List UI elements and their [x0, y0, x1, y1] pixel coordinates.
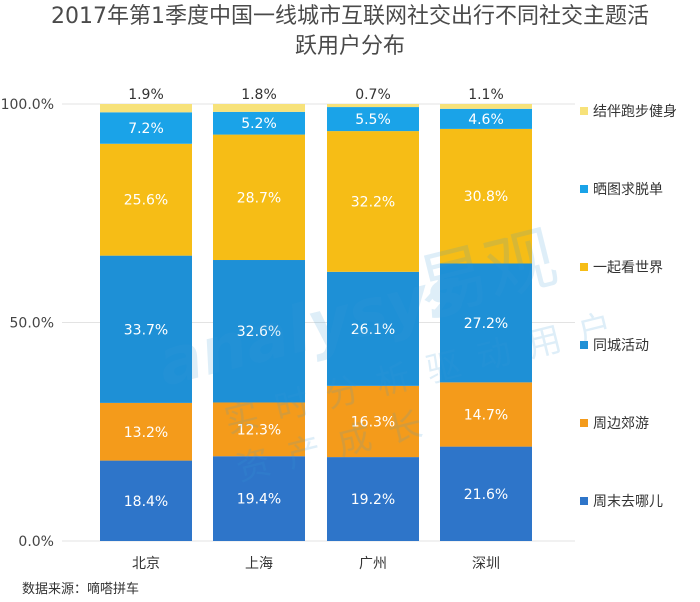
legend-label: 周边郊游	[593, 415, 649, 432]
chart-title: 2017年第1季度中国一线城市互联网社交出行不同社交主题活 跃用户分布	[0, 2, 700, 62]
bar-segment	[213, 456, 305, 541]
data-source-note: 数据来源：嘀嗒拼车	[22, 582, 140, 597]
y-tick-label: 0.0%	[18, 534, 54, 550]
legend-swatch	[580, 107, 588, 115]
bar-segment	[440, 108, 532, 129]
legend-label: 同城活动	[593, 338, 649, 354]
bar-segment	[327, 107, 419, 132]
legend-swatch	[580, 419, 588, 427]
bar-segment	[440, 128, 532, 264]
legend-swatch	[580, 263, 588, 271]
data-label: 4.6%	[468, 112, 504, 128]
data-label: 5.2%	[241, 116, 277, 132]
bar-segment	[440, 446, 532, 541]
bar-segment	[100, 402, 192, 461]
bar-segment	[100, 143, 192, 256]
bar-segment	[213, 104, 305, 112]
bar-segment	[327, 271, 419, 386]
data-label: 7.2%	[128, 121, 164, 137]
bar-segment	[440, 382, 532, 447]
bar-segment	[100, 104, 192, 113]
bar-segment	[327, 457, 419, 541]
legend-swatch	[580, 185, 588, 193]
x-tick-label: 广州	[359, 556, 387, 572]
data-label: 28.7%	[237, 190, 281, 206]
data-label: 19.4%	[237, 492, 281, 508]
data-label: 30.8%	[464, 189, 508, 205]
data-label: 32.6%	[237, 324, 281, 340]
x-tick-label: 北京	[132, 556, 160, 572]
chart-title-line-2: 跃用户分布	[294, 34, 405, 59]
bar-segment	[327, 104, 419, 108]
data-label: 18.4%	[124, 494, 168, 510]
data-label: 32.2%	[351, 194, 395, 210]
legend-swatch	[580, 341, 588, 349]
chart-title-line-1: 2017年第1季度中国一线城市互联网社交出行不同社交主题活	[51, 4, 649, 29]
bar-segment	[100, 255, 192, 403]
bar-segment	[213, 260, 305, 403]
legend-label: 周末去哪儿	[593, 494, 663, 510]
data-label: 26.1%	[351, 322, 395, 338]
legend-label: 一起看世界	[593, 260, 663, 276]
data-label: 1.8%	[241, 87, 277, 103]
x-tick-label: 上海	[245, 556, 273, 572]
x-tick-label: 深圳	[472, 556, 500, 572]
data-label: 0.7%	[355, 87, 391, 103]
legend-swatch	[580, 497, 588, 505]
data-label: 25.6%	[124, 193, 168, 209]
data-label: 13.2%	[124, 425, 168, 441]
data-label: 33.7%	[124, 322, 168, 338]
data-label: 5.5%	[355, 112, 391, 128]
bar-segment	[327, 131, 419, 272]
bar-segment	[440, 263, 532, 383]
bar-segment	[100, 112, 192, 144]
bar-segment	[213, 402, 305, 457]
bar-segment	[100, 460, 192, 541]
bar-segment	[213, 134, 305, 261]
data-label: 19.2%	[351, 492, 395, 508]
legend-label: 结伴跑步健身	[593, 104, 677, 120]
legend-label: 晒图求脱单	[593, 182, 663, 198]
bar-segment	[440, 104, 532, 109]
data-label: 16.3%	[351, 414, 395, 430]
data-label: 12.3%	[237, 422, 281, 438]
data-label: 1.9%	[128, 87, 164, 103]
bar-segment	[213, 111, 305, 135]
y-tick-label: 100.0%	[1, 97, 54, 113]
bar-segment	[327, 385, 419, 458]
data-label: 21.6%	[464, 487, 508, 503]
data-label: 1.1%	[468, 87, 504, 103]
y-tick-label: 50.0%	[10, 316, 54, 332]
data-label: 27.2%	[464, 316, 508, 332]
data-label: 14.7%	[464, 407, 508, 423]
